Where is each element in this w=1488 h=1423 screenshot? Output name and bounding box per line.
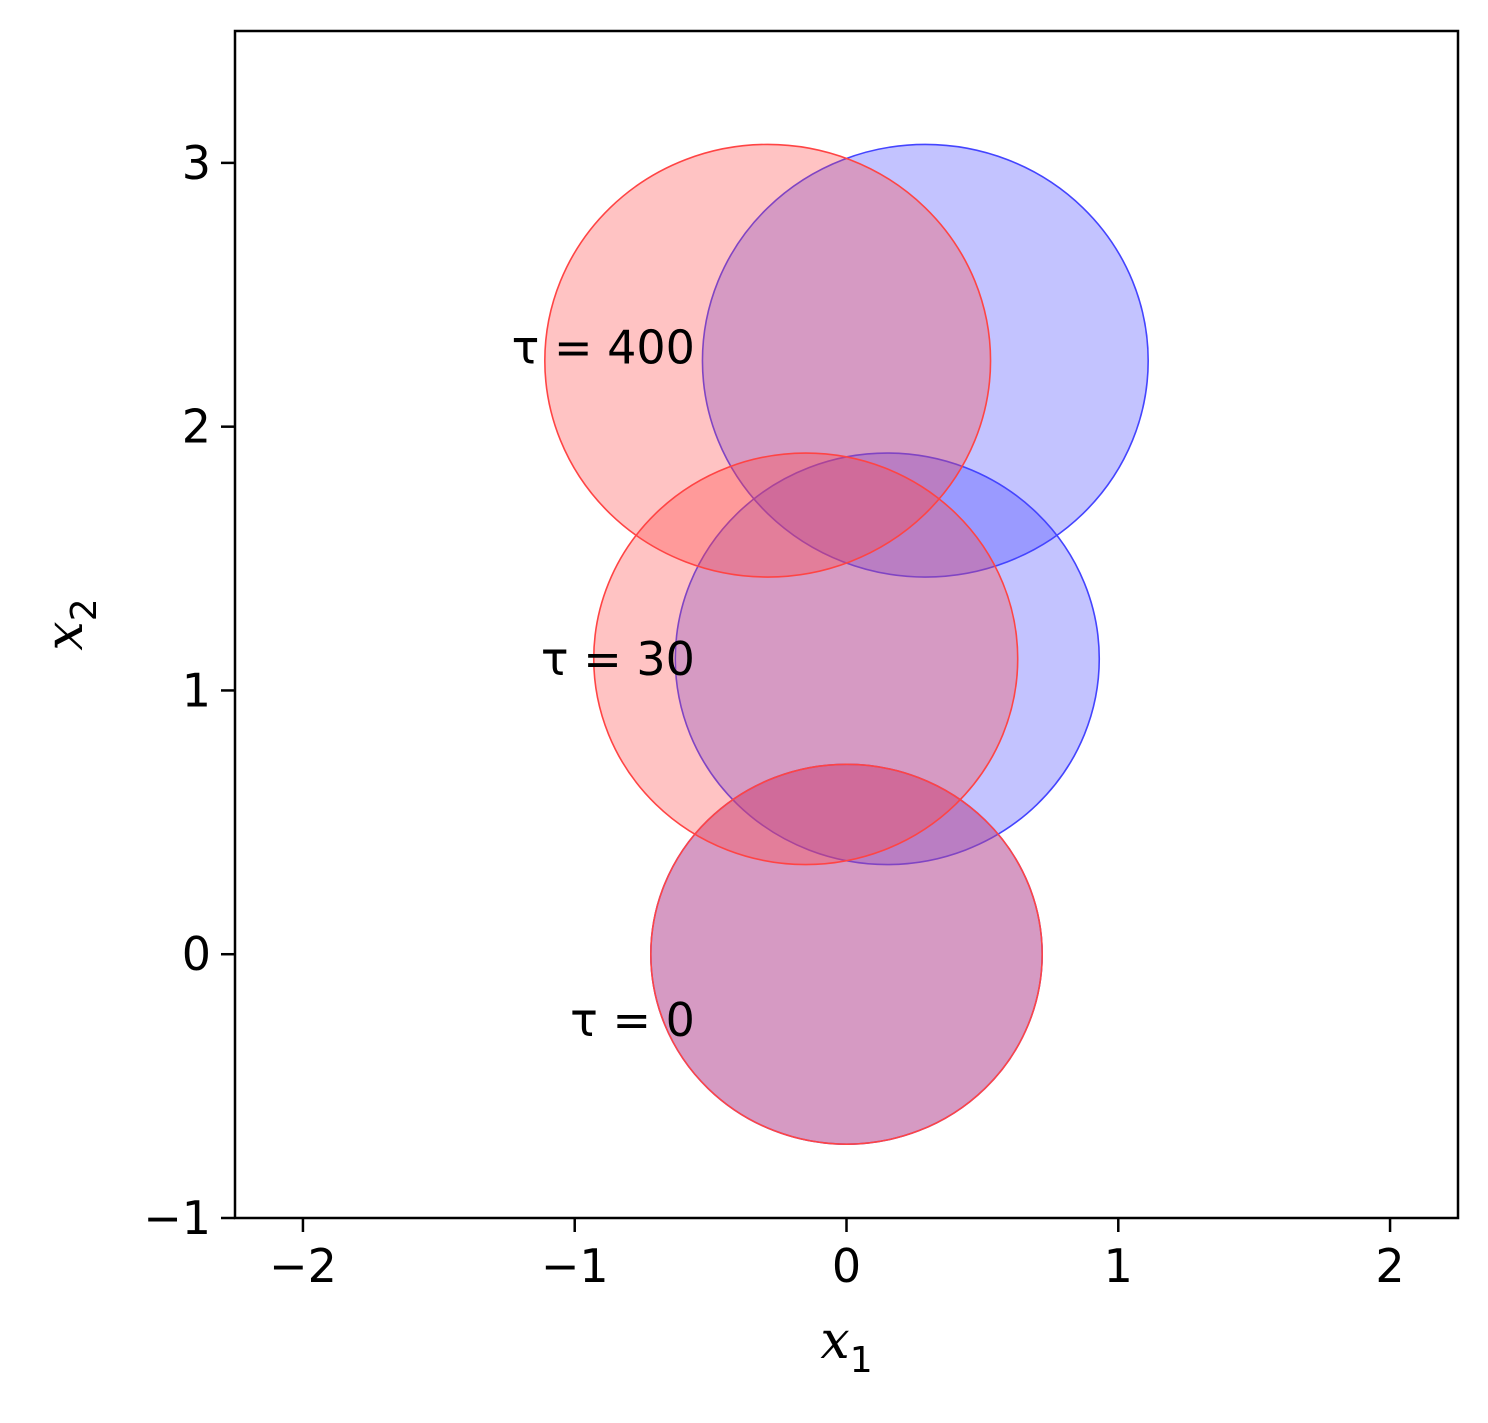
y-tick-label: −1	[143, 1191, 211, 1245]
circle-series1-1	[650, 763, 1043, 1145]
tau-annotation: τ = 0	[570, 993, 695, 1047]
y-tick-label: 2	[182, 400, 211, 454]
circle-series2-3	[701, 143, 1149, 578]
circles-layer	[544, 143, 1149, 1145]
tau-annotation: τ = 30	[541, 632, 695, 686]
y-tick-label: 3	[182, 136, 211, 190]
circle-series1-2	[592, 452, 1019, 866]
y-tick-label: 1	[182, 663, 211, 717]
y-tick-label: 0	[182, 927, 211, 981]
ticks-layer: −2 −1 0 1 2 −1 0 1 2 3	[143, 136, 1405, 1293]
circle-series1-3	[544, 143, 992, 578]
x-tick-label: −2	[269, 1239, 337, 1293]
x-tick-label: 0	[832, 1239, 861, 1293]
x-tick-label: −1	[541, 1239, 609, 1293]
annotations-layer: τ = 400 τ = 30 τ = 0	[512, 321, 695, 1048]
circle-series2-2	[674, 452, 1101, 866]
x-axis-label: x1	[820, 1311, 872, 1381]
tau-annotation: τ = 400	[512, 321, 695, 375]
x-tick-label: 2	[1375, 1239, 1404, 1293]
x-tick-label: 1	[1104, 1239, 1133, 1293]
y-axis-label: x2	[35, 598, 105, 650]
